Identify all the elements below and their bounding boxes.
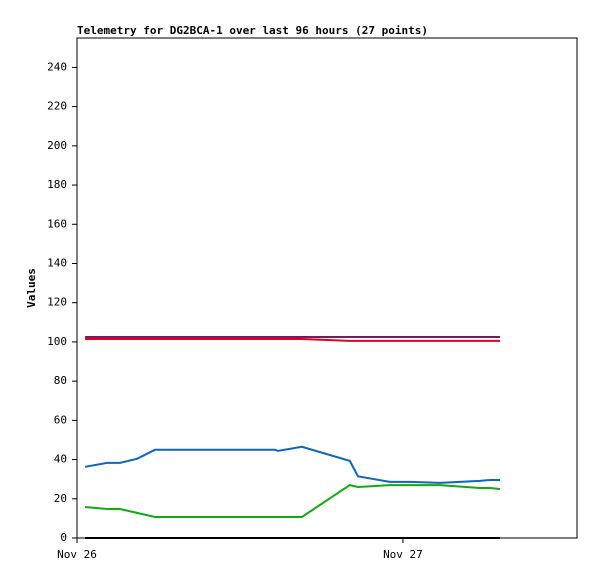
y-tick-label: 100 xyxy=(47,335,67,348)
x-tick-label: Nov 27 xyxy=(383,548,423,561)
y-tick-label: 180 xyxy=(47,178,67,191)
y-tick-label: 40 xyxy=(54,453,67,466)
y-tick-label: 240 xyxy=(47,60,67,73)
y-tick-label: 200 xyxy=(47,139,67,152)
y-tick-label: 0 xyxy=(60,531,67,544)
y-tick-label: 80 xyxy=(54,374,67,387)
y-tick-label: 60 xyxy=(54,413,67,426)
series-line xyxy=(85,338,501,342)
y-tick-label: 160 xyxy=(47,217,67,230)
y-tick-label: 140 xyxy=(47,256,67,269)
series-line xyxy=(85,484,501,518)
x-tick-label: Nov 26 xyxy=(57,548,97,561)
y-tick-label: 220 xyxy=(47,100,67,113)
y-tick-label: 20 xyxy=(54,492,67,505)
chart-title: Telemetry for DG2BCA-1 over last 96 hour… xyxy=(77,24,428,37)
y-tick-label: 120 xyxy=(47,296,67,309)
series-line xyxy=(84,445,501,484)
y-axis-label: Values xyxy=(25,268,38,308)
